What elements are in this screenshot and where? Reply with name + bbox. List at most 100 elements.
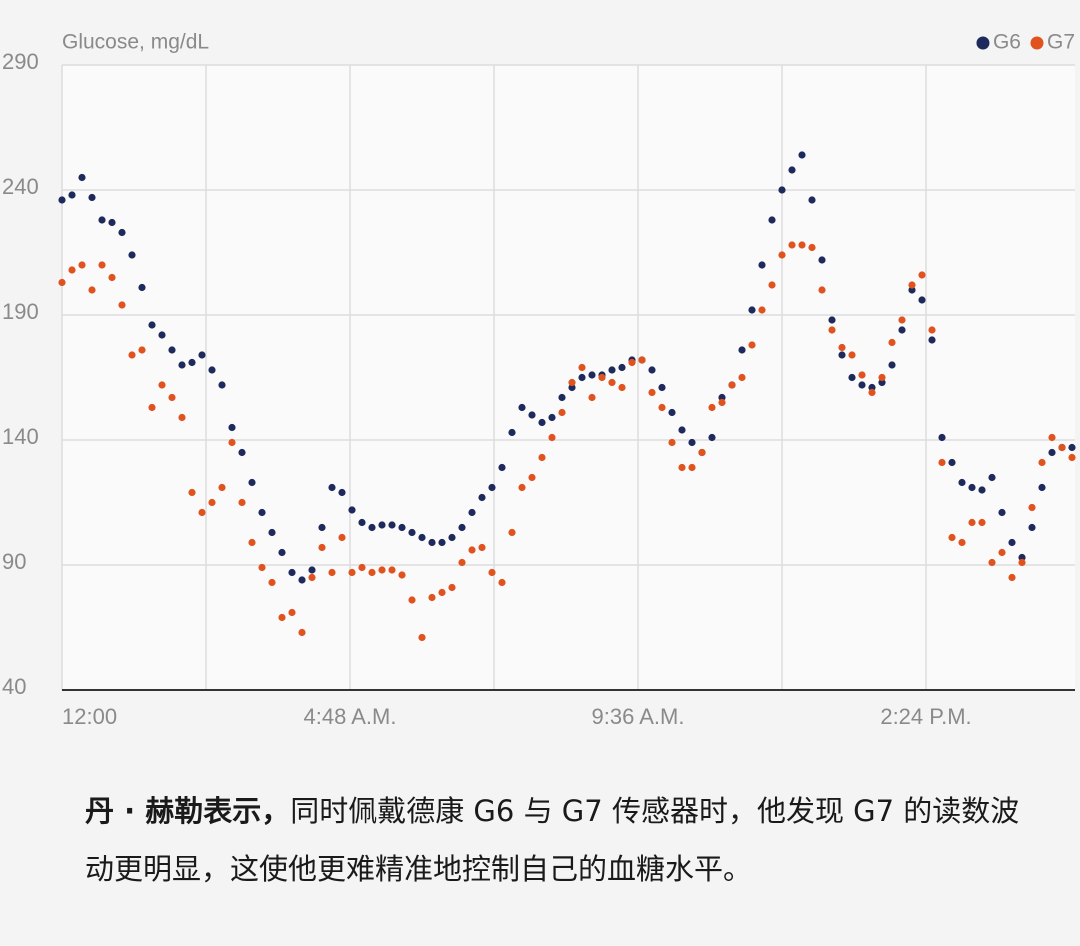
data-point	[618, 383, 626, 392]
data-point	[578, 373, 586, 382]
data-point	[408, 528, 416, 537]
data-point	[788, 241, 796, 249]
data-point	[248, 538, 256, 547]
y-tick-label: 90	[2, 549, 26, 574]
data-point	[768, 216, 776, 224]
data-point	[288, 568, 296, 577]
data-point	[978, 518, 986, 527]
data-point	[188, 358, 196, 367]
data-point	[418, 533, 426, 542]
data-point	[168, 346, 176, 354]
data-point	[398, 523, 406, 532]
data-point	[278, 613, 286, 622]
data-point	[728, 381, 736, 389]
data-point	[218, 381, 226, 389]
data-point	[958, 538, 966, 547]
x-tick-label: 9:36 A.M.	[592, 704, 685, 729]
data-point	[1068, 443, 1076, 452]
data-point	[128, 351, 136, 359]
data-point	[518, 403, 526, 412]
data-point	[388, 521, 396, 529]
data-point	[968, 483, 976, 492]
data-point	[448, 533, 456, 542]
data-point	[968, 518, 976, 527]
data-point	[998, 548, 1006, 557]
data-point	[108, 273, 116, 282]
data-point	[328, 568, 336, 577]
data-point	[298, 628, 306, 637]
data-point	[198, 508, 206, 517]
data-point	[888, 338, 896, 347]
data-point	[748, 341, 756, 349]
data-point	[58, 278, 66, 287]
x-tick-label: 2:24 P.M.	[880, 704, 971, 729]
data-point	[588, 393, 596, 402]
data-point	[78, 261, 86, 269]
data-point	[558, 393, 566, 402]
y-tick-label: 240	[2, 174, 39, 199]
data-point	[88, 193, 96, 202]
data-point	[518, 483, 526, 492]
data-point	[548, 433, 556, 442]
data-point	[548, 413, 556, 422]
data-point	[138, 346, 146, 354]
data-point	[978, 486, 986, 494]
data-point	[758, 306, 766, 314]
data-point	[318, 543, 326, 552]
data-point	[918, 296, 926, 304]
data-point	[748, 306, 756, 314]
data-point	[668, 408, 676, 417]
data-point	[398, 571, 406, 579]
data-point	[778, 186, 786, 194]
data-point	[408, 596, 416, 604]
data-point	[648, 366, 656, 374]
data-point	[798, 151, 806, 159]
data-point	[358, 518, 366, 527]
data-point	[228, 438, 236, 447]
legend-marker	[976, 36, 990, 50]
data-point	[78, 173, 86, 182]
data-point	[138, 283, 146, 292]
data-point	[758, 261, 766, 269]
data-point	[848, 373, 856, 382]
data-point	[1048, 433, 1056, 442]
data-point	[838, 343, 846, 352]
data-point	[268, 528, 276, 537]
data-point	[788, 166, 796, 174]
caption-text: 同时佩戴德康 G6 与 G7 传感器时，他发现 G7 的读数波动更明显，这使他更…	[85, 794, 1020, 886]
data-point	[458, 523, 466, 532]
data-point	[768, 281, 776, 289]
data-point	[488, 568, 496, 577]
data-point	[688, 463, 696, 472]
data-point	[318, 523, 326, 532]
caption-lead: 丹 · 赫勒表示，	[85, 794, 291, 828]
data-point	[718, 393, 726, 402]
data-point	[708, 403, 716, 412]
data-point	[148, 321, 156, 329]
data-point	[778, 251, 786, 259]
x-tick-label: 12:00	[62, 704, 117, 729]
data-point	[658, 383, 666, 392]
data-point	[88, 286, 96, 294]
data-point	[298, 576, 306, 584]
data-point	[358, 563, 366, 572]
data-point	[108, 218, 116, 227]
data-point	[258, 563, 266, 572]
data-point	[828, 316, 836, 324]
data-point	[438, 588, 446, 597]
data-point	[858, 381, 866, 389]
data-point	[668, 438, 676, 447]
data-point	[498, 578, 506, 587]
data-point	[678, 426, 686, 434]
data-point	[928, 336, 936, 344]
y-tick-label: 140	[2, 424, 39, 449]
data-point	[828, 326, 836, 334]
data-point	[708, 433, 716, 442]
data-point	[858, 371, 866, 379]
data-point	[218, 483, 226, 492]
y-tick-label: 40	[2, 674, 26, 699]
data-point	[1068, 453, 1076, 462]
data-point	[528, 411, 536, 419]
data-point	[338, 488, 346, 497]
data-point	[838, 351, 846, 359]
